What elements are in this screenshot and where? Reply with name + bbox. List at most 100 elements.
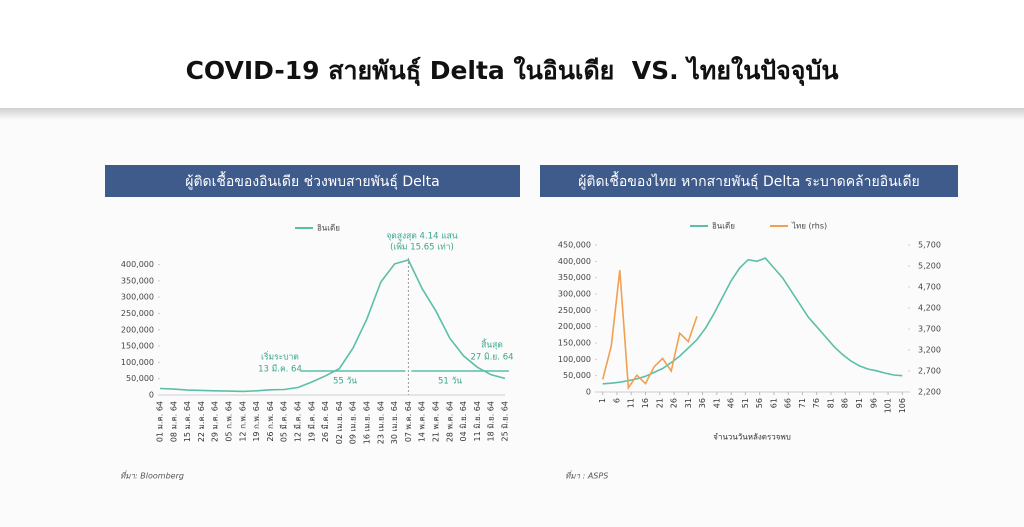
x-tick-label: 26 มี.ค. 64 [321, 401, 330, 442]
legend-label: อินเดีย [317, 224, 340, 233]
x-tick-label: 101 [884, 398, 893, 413]
x-tick-label: 11 [627, 398, 636, 408]
x-tick-label: 81 [826, 398, 835, 408]
slide-title: COVID-19 สายพันธุ์ Delta ในอินเดีย VS. ไ… [186, 55, 839, 87]
x-tick-label: 04 มิ.ย. 64 [459, 401, 468, 442]
y2-tick-label: 3,200 [918, 346, 941, 355]
x-tick-label: 07 พ.ค. 64 [404, 401, 413, 442]
annotation: 13 มี.ค. 64 [258, 364, 302, 375]
chart-banner [540, 165, 958, 197]
x-tick-label: 46 [727, 398, 736, 408]
annotation: เริ่มระบาด [261, 351, 299, 363]
x-tick-label: 16 เม.ย. 64 [363, 401, 372, 444]
y-tick-label: 250,000 [558, 306, 591, 315]
y-tick-label: 100,000 [558, 355, 591, 364]
series-line [602, 257, 903, 385]
x-tick-label: 51 [741, 398, 750, 408]
y-tick-label: 200,000 [558, 322, 591, 331]
x-tick-label: 08 ม.ค. 64 [169, 401, 178, 442]
x-tick-label: 106 [898, 398, 907, 413]
annotation: 27 มิ.ย. 64 [470, 353, 513, 363]
x-tick-label: 05 ก.พ. 64 [225, 401, 234, 442]
x-tick-label: 30 เม.ย. 64 [390, 401, 399, 444]
annotation: 55 วัน [333, 377, 357, 387]
x-axis-label: จำนวนวันหลังตรวจพบ [713, 433, 791, 442]
annotation: สิ้นสุด [481, 339, 503, 351]
x-tick-label: 31 [684, 398, 693, 408]
x-tick-label: 86 [841, 398, 850, 408]
annotation: 51 วัน [438, 377, 462, 387]
header-band [0, 0, 1024, 108]
y-tick-label: 150,000 [121, 342, 154, 351]
source-note: ที่มา : ASPS [565, 470, 608, 481]
y-tick-label: 100,000 [121, 358, 154, 367]
y-tick-label: 150,000 [558, 339, 591, 348]
chart-banner [105, 165, 520, 197]
x-tick-label: 66 [784, 398, 793, 408]
y2-tick-label: 4,700 [918, 283, 941, 292]
x-tick-label: 56 [755, 398, 764, 408]
x-tick-label: 15 ม.ค. 64 [183, 401, 192, 442]
x-tick-label: 22 ม.ค. 64 [197, 401, 206, 442]
series-line [601, 270, 698, 391]
y2-tick-label: 2,700 [918, 367, 941, 376]
y-tick-label: 400,000 [558, 257, 591, 266]
x-tick-label: 19 ก.พ. 64 [252, 401, 261, 442]
x-tick-label: 12 ก.พ. 64 [238, 401, 247, 442]
header-shadow [0, 108, 1024, 120]
x-tick-label: 18 มิ.ย. 64 [487, 401, 496, 442]
annotation: (เพิ่ม 15.65 เท่า) [390, 241, 454, 253]
source-note: ที่มา: Bloomberg [120, 470, 184, 481]
y-tick-label: 200,000 [121, 325, 154, 334]
x-tick-label: 91 [855, 398, 864, 408]
series-line [159, 259, 506, 393]
x-tick-label: 26 ก.พ. 64 [266, 401, 275, 442]
x-tick-label: 16 [641, 398, 650, 408]
y-tick-label: 0 [586, 388, 591, 397]
x-tick-label: 25 มิ.ย. 64 [501, 401, 510, 442]
y2-tick-label: 3,700 [918, 325, 941, 334]
x-tick-label: 05 มี.ค. 64 [280, 401, 289, 442]
x-tick-label: 76 [812, 398, 821, 408]
chart-title: ผู้ติดเชื้อของไทย หากสายพันธุ์ Delta ระบ… [578, 171, 920, 190]
y-tick-label: 400,000 [121, 260, 154, 269]
y-tick-label: 50,000 [563, 371, 591, 380]
x-tick-label: 23 เม.ย. 64 [376, 401, 385, 444]
y-tick-label: 350,000 [558, 273, 591, 282]
x-tick-label: 28 พ.ค. 64 [445, 401, 454, 442]
y-tick-label: 350,000 [121, 276, 154, 285]
x-tick-label: 61 [769, 398, 778, 408]
y-tick-label: 0 [149, 391, 154, 400]
y2-tick-label: 4,200 [918, 304, 941, 313]
x-tick-label: 21 [655, 398, 664, 408]
y2-tick-label: 5,200 [918, 262, 941, 271]
x-tick-label: 6 [612, 398, 621, 403]
x-tick-label: 41 [712, 398, 721, 408]
chart-title: ผู้ติดเชื้อของอินเดีย ช่วงพบสายพันธุ์ De… [185, 171, 439, 190]
x-tick-label: 36 [698, 398, 707, 408]
x-tick-label: 21 พ.ค. 64 [432, 401, 441, 442]
y2-tick-label: 2,200 [918, 388, 941, 397]
x-tick-label: 19 มี.ค. 64 [307, 401, 316, 442]
y-tick-label: 300,000 [121, 293, 154, 302]
y-tick-label: 250,000 [121, 309, 154, 318]
x-tick-label: 26 [670, 398, 679, 408]
x-tick-label: 12 มี.ค. 64 [294, 401, 303, 442]
x-tick-label: 02 เม.ย. 64 [335, 401, 344, 444]
x-tick-label: 09 เม.ย. 64 [349, 401, 358, 444]
y2-tick-label: 5,700 [918, 241, 941, 250]
x-tick-label: 14 พ.ค. 64 [418, 401, 427, 442]
y-tick-label: 450,000 [558, 241, 591, 250]
x-tick-label: 11 มิ.ย. 64 [473, 401, 482, 442]
legend-label: ไทย (rhs) [791, 222, 827, 231]
x-tick-label: 71 [798, 398, 807, 408]
y-tick-label: 50,000 [126, 374, 154, 383]
legend-label: อินเดีย [712, 222, 735, 231]
annotation: จุดสูงสุด 4.14 แสน [386, 232, 458, 242]
x-tick-label: 96 [869, 398, 878, 408]
x-tick-label: 29 ม.ค. 64 [211, 401, 220, 442]
x-tick-label: 01 ม.ค. 64 [156, 401, 165, 442]
y-tick-label: 300,000 [558, 290, 591, 299]
